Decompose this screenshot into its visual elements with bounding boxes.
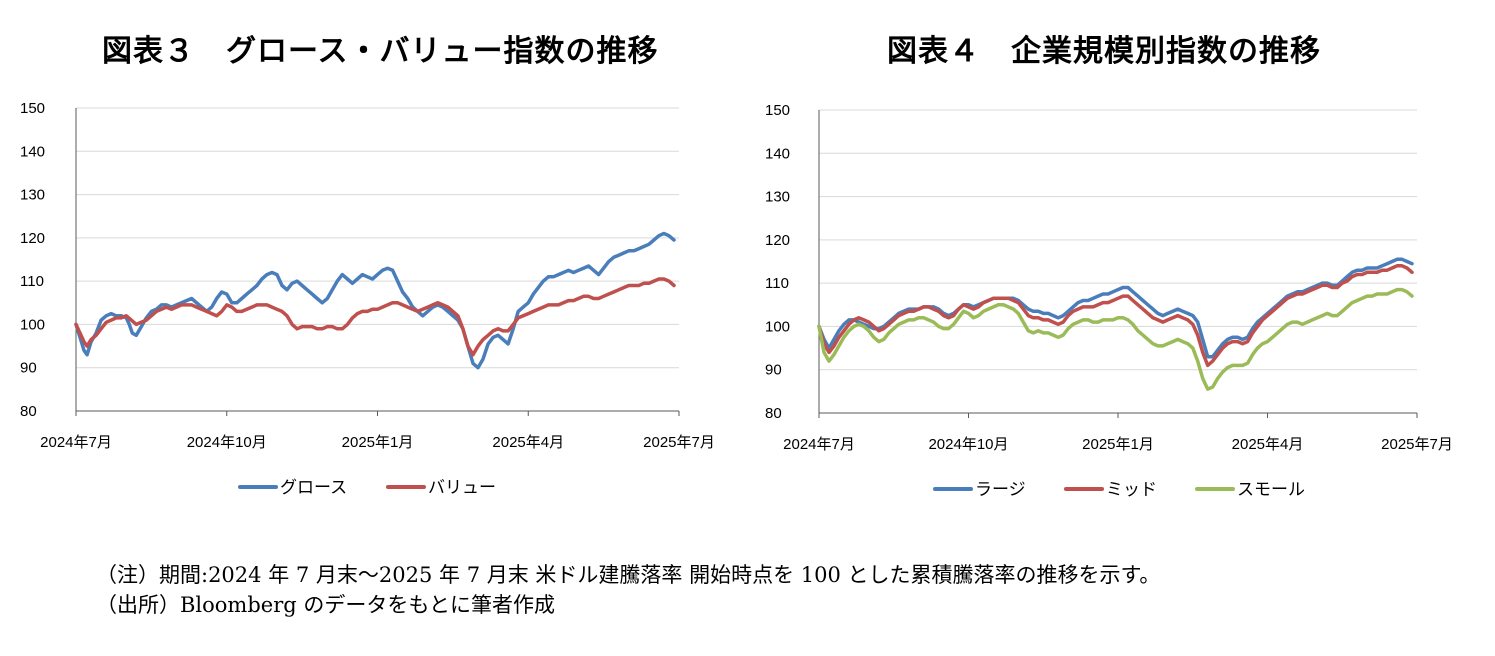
y-tick-label: 150	[765, 102, 790, 119]
x-tick-label: 2025年4月	[1232, 436, 1304, 453]
note-source: （出所）Bloomberg のデータをもとに筆者作成	[96, 593, 555, 617]
y-tick-label: 110	[765, 275, 789, 292]
y-tick-label: 120	[20, 230, 45, 247]
x-tick-label: 2025年4月	[492, 434, 564, 451]
x-tick-label: 2025年7月	[643, 434, 715, 451]
y-tick-label: 140	[765, 145, 790, 162]
y-tick-label: 130	[765, 189, 790, 206]
footnotes: （注）期間:2024 年 7 月末～2025 年 7 月末 米ドル建騰落率 開始…	[96, 560, 1160, 620]
x-tick-label: 2024年7月	[40, 434, 112, 451]
y-tick-label: 90	[765, 362, 782, 379]
x-tick-label: 2024年7月	[783, 436, 855, 453]
legend-label: ラージ	[975, 480, 1026, 500]
x-tick-label: 2025年7月	[1381, 436, 1453, 453]
y-tick-label: 130	[20, 187, 45, 204]
series-line-1	[74, 231, 676, 370]
legend-label: ミッド	[1106, 480, 1157, 500]
legend-label: グロース	[280, 478, 347, 498]
series-line-2	[817, 264, 1414, 368]
y-tick-label: 110	[20, 273, 44, 290]
y-tick-label: 80	[20, 403, 37, 420]
chart-title: 図表３ グロース・バリュー指数の推移	[102, 34, 659, 69]
y-tick-label: 90	[20, 360, 37, 377]
y-tick-label: 120	[765, 232, 790, 249]
chart-panel-company-size: 図表４ 企業規模別指数の推移 150 140 130 120 110 100 90 80 202…	[745, 0, 1495, 540]
x-tick-label: 2024年10月	[187, 434, 267, 451]
x-tick-label: 2024年10月	[928, 436, 1008, 453]
y-tick-label: 80	[765, 405, 782, 422]
note-period: （注）期間:2024 年 7 月末～2025 年 7 月末 米ドル建騰落率 開始…	[96, 563, 1161, 587]
x-tick-label: 2025年1月	[1082, 436, 1154, 453]
x-tick-label: 2025年1月	[342, 434, 414, 451]
legend-label: バリュー	[428, 478, 496, 498]
y-tick-label: 100	[20, 316, 45, 333]
chart-panel-growth-value: 図表３ グロース・バリュー指数の推移 150 140 130 120 110 100 90 8…	[0, 0, 740, 540]
series-line-2	[74, 277, 676, 357]
legend-label: スモール	[1237, 480, 1305, 500]
y-tick-label: 100	[765, 318, 790, 335]
y-tick-label: 140	[20, 143, 45, 160]
chart-title: 図表４ 企業規模別指数の推移	[887, 34, 1321, 69]
series-line-3	[817, 287, 1414, 391]
series-line-1	[817, 257, 1414, 359]
y-tick-label: 150	[20, 100, 45, 117]
